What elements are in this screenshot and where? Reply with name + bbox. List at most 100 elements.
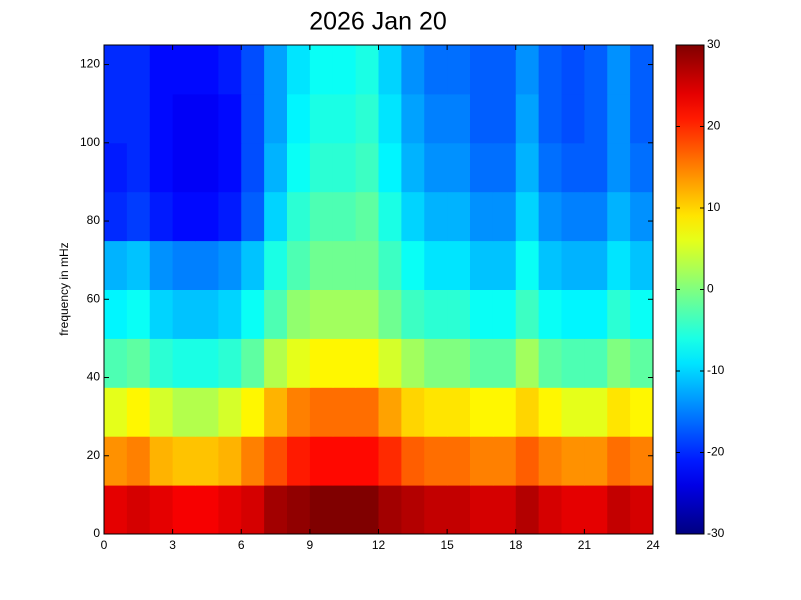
heatmap-cell — [378, 485, 402, 535]
heatmap-cell — [241, 240, 265, 290]
heatmap-cell — [149, 436, 174, 486]
heatmap-cell — [287, 289, 311, 339]
heatmap-cell — [607, 191, 631, 242]
heatmap-cell — [355, 45, 379, 95]
heatmap-cell — [172, 240, 196, 290]
heatmap-cell — [218, 240, 242, 290]
heatmap-cell — [538, 93, 562, 144]
x-tick-label: 3 — [169, 538, 176, 552]
colorbar-tick-label: 0 — [707, 282, 714, 296]
heatmap-cell — [630, 387, 654, 437]
heatmap-cell — [264, 45, 288, 95]
heatmap-cell — [172, 289, 196, 339]
heatmap-cell — [401, 93, 425, 144]
heatmap-cell — [332, 387, 357, 437]
heatmap-cell — [561, 485, 585, 535]
colorbar-tick-label: -30 — [707, 526, 725, 540]
heatmap-cell — [607, 240, 631, 290]
heatmap-cell — [172, 191, 196, 242]
heatmap-cell — [104, 191, 128, 242]
heatmap-cell — [104, 338, 128, 388]
heatmap-cell — [401, 338, 425, 388]
heatmap-cell — [515, 387, 540, 437]
heatmap-cell — [538, 45, 562, 95]
heatmap-cell — [104, 436, 128, 486]
heatmap-cell — [309, 45, 334, 95]
chart-title: 2026 Jan 20 — [309, 8, 447, 36]
heatmap-cell — [492, 338, 517, 388]
heatmap-cell — [104, 485, 128, 535]
heatmap-cell — [309, 240, 334, 290]
heatmap-cell — [424, 93, 448, 144]
heatmap-cell — [126, 338, 151, 388]
heatmap-cell — [561, 93, 585, 144]
heatmap-cell — [447, 485, 471, 535]
heatmap-cell — [241, 93, 265, 144]
heatmap-cell — [332, 289, 357, 339]
heatmap-cell — [241, 191, 265, 242]
heatmap-cell — [515, 93, 540, 144]
heatmap-cell — [401, 289, 425, 339]
colorbar-tick-label: 10 — [707, 200, 721, 214]
heatmap-cell — [126, 485, 151, 535]
heatmap-cell — [515, 142, 540, 193]
heatmap-cell — [264, 240, 288, 290]
heatmap-cell — [104, 93, 128, 144]
colorbar-tick-label: 30 — [707, 37, 721, 51]
heatmap-cell — [332, 485, 357, 535]
heatmap-cell — [424, 338, 448, 388]
heatmap-cell — [470, 45, 494, 95]
heatmap-cell — [195, 289, 219, 339]
heatmap-cell — [401, 485, 425, 535]
heatmap-cell — [378, 191, 402, 242]
heatmap-cell — [538, 191, 562, 242]
heatmap-cell — [607, 485, 631, 535]
heatmap-cell — [309, 387, 334, 437]
heatmap-cell — [149, 45, 174, 95]
y-tick-label: 120 — [80, 57, 100, 71]
heatmap-cell — [172, 436, 196, 486]
heatmap-cell — [447, 289, 471, 339]
heatmap-cell — [378, 45, 402, 95]
heatmap-cell — [492, 289, 517, 339]
heatmap-cell — [218, 45, 242, 95]
heatmap-cell — [584, 436, 608, 486]
colorbar — [676, 45, 704, 534]
heatmap-cell — [424, 485, 448, 535]
heatmap-cell — [470, 93, 494, 144]
heatmap-cell — [287, 142, 311, 193]
heatmap-cell — [470, 338, 494, 388]
heatmap-cell — [401, 240, 425, 290]
heatmap-cell — [218, 93, 242, 144]
heatmap-cell — [630, 338, 654, 388]
y-tick-label: 80 — [87, 213, 101, 227]
heatmap-cell — [515, 485, 540, 535]
heatmap-cell — [584, 240, 608, 290]
heatmap-cell — [104, 387, 128, 437]
heatmap-cell — [584, 142, 608, 193]
heatmap-cell — [561, 436, 585, 486]
heatmap-cell — [561, 387, 585, 437]
heatmap-cell — [607, 93, 631, 144]
heatmap-cell — [355, 289, 379, 339]
heatmap-cell — [241, 338, 265, 388]
heatmap-cell — [264, 485, 288, 535]
heatmap-cell — [378, 240, 402, 290]
y-tick-label: 0 — [93, 526, 100, 540]
colorbar-tick-label: -10 — [707, 363, 725, 377]
heatmap-cell — [607, 289, 631, 339]
x-tick-label: 15 — [440, 538, 454, 552]
heatmap-cell — [149, 93, 174, 144]
x-tick-label: 24 — [646, 538, 660, 552]
heatmap-cell — [287, 240, 311, 290]
heatmap-cell — [492, 45, 517, 95]
heatmap-cell — [195, 93, 219, 144]
heatmap-cell — [378, 338, 402, 388]
heatmap-cell — [287, 93, 311, 144]
x-tick-label: 21 — [578, 538, 592, 552]
heatmap-cell — [355, 142, 379, 193]
heatmap-cell — [218, 485, 242, 535]
heatmap-cell — [287, 191, 311, 242]
heatmap-cell — [241, 485, 265, 535]
